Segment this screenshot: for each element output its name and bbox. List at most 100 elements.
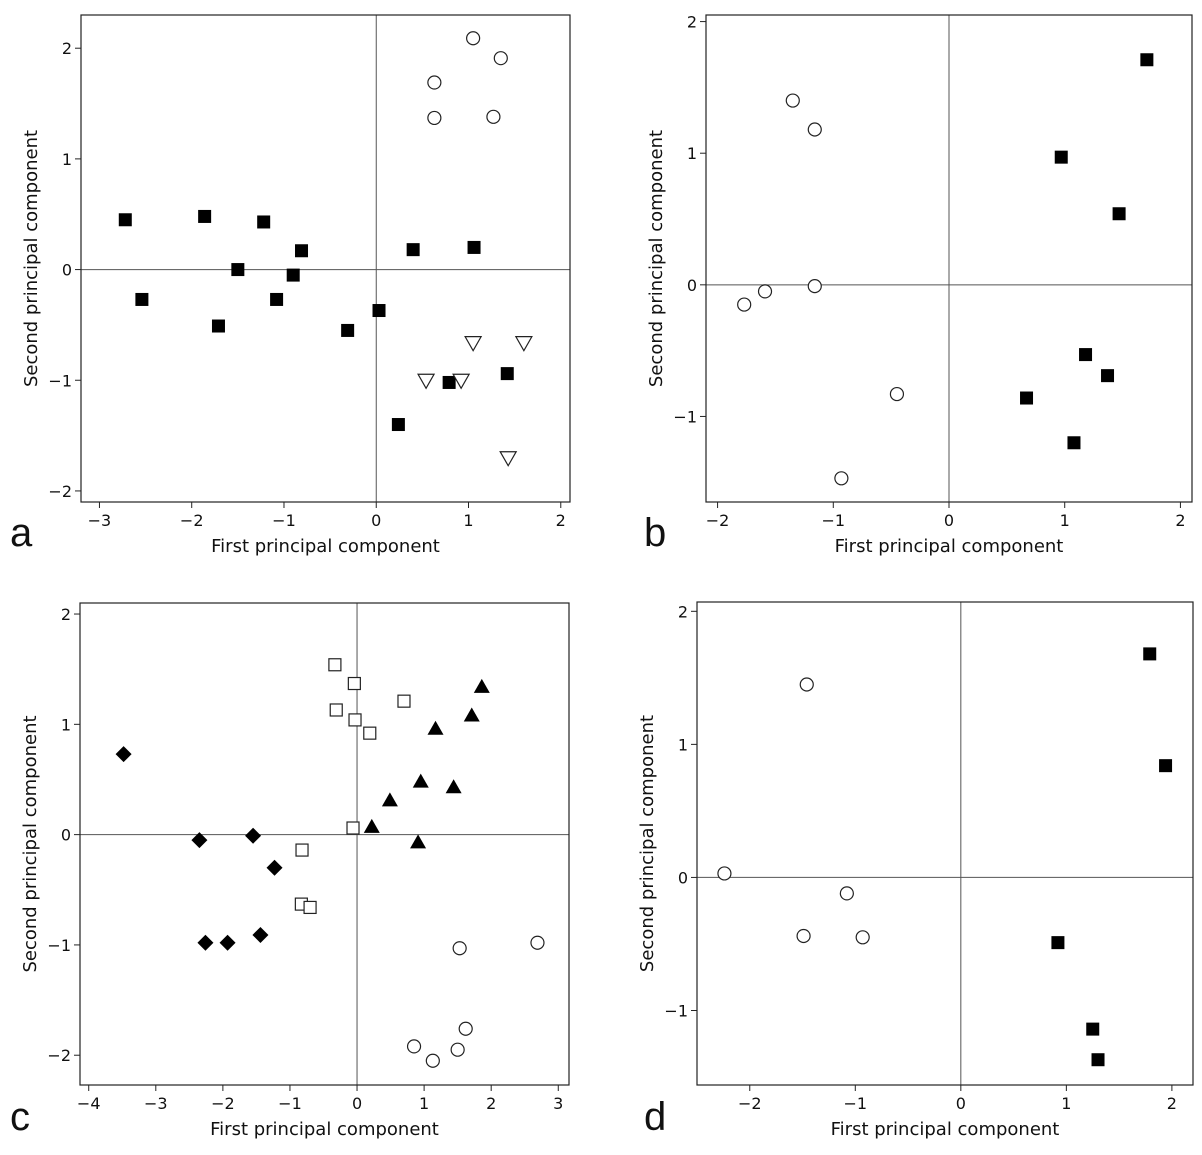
data-point-filled-square — [1067, 436, 1081, 450]
y-tick-label: 1 — [62, 150, 72, 169]
data-point-filled-diamond — [219, 934, 236, 951]
data-point-open-square — [347, 676, 361, 691]
series-group-1 — [737, 93, 905, 486]
data-point-open-triangle-down — [452, 373, 471, 390]
series-group-4 — [406, 935, 545, 1068]
data-point-filled-square — [1091, 1053, 1105, 1067]
y-axis-title: Second principal component — [21, 130, 42, 387]
plot-frame — [80, 14, 571, 503]
panel-a: −3 −2 −1 0 1 2 −2 −1 0 1 2 First principal componen… — [10, 14, 571, 557]
x-tick-label: −2 — [211, 1094, 235, 1113]
data-point-open-square — [295, 843, 309, 857]
data-point-filled-triangle-up — [412, 773, 429, 788]
x-axis-title: First principal component — [211, 536, 440, 557]
x-tick-label: −3 — [88, 511, 112, 530]
plot-frame — [696, 601, 1194, 1086]
data-point-open-circle — [530, 935, 545, 950]
data-point-open-square — [328, 658, 342, 672]
x-tick-label: 1 — [463, 511, 473, 530]
data-point-open-circle — [466, 31, 481, 46]
y-axis-title: Second principal component — [637, 715, 658, 972]
x-axis-title: First principal component — [835, 536, 1064, 557]
data-point-filled-square — [231, 263, 245, 277]
data-point-open-circle — [855, 930, 870, 945]
data-point-open-triangle-down — [514, 336, 533, 352]
data-point-filled-square — [1159, 759, 1173, 773]
data-point-open-triangle-down — [417, 373, 436, 390]
data-point-open-square — [346, 821, 360, 835]
panel-c: −4 −3 −2 −1 0 1 2 3 −2 −1 0 1 2 First principal compo… — [10, 602, 570, 1140]
x-tick-label: 0 — [371, 511, 381, 530]
panel-letter: b — [644, 511, 666, 555]
y-axis-title: Second principal component — [646, 130, 667, 387]
data-point-open-square — [397, 694, 411, 708]
x-tick-label: 2 — [556, 511, 566, 530]
data-point-open-triangle-down — [499, 451, 518, 467]
y-tick-label: −1 — [47, 936, 71, 955]
data-point-filled-square — [211, 319, 225, 333]
y-tick-label: 0 — [62, 261, 72, 280]
data-point-open-circle — [458, 1021, 473, 1036]
data-point-open-circle — [427, 75, 442, 90]
y-tick-label: −1 — [664, 1001, 688, 1020]
data-point-filled-square — [1079, 348, 1093, 362]
data-point-filled-square — [1086, 1022, 1100, 1036]
x-tick-label: 2 — [1175, 511, 1185, 530]
x-axis-title: First principal component — [210, 1119, 439, 1140]
data-point-open-circle — [452, 941, 467, 956]
series-group-2 — [1020, 53, 1154, 450]
x-tick-label: −1 — [278, 1094, 302, 1113]
data-point-filled-square — [341, 323, 355, 337]
data-point-filled-diamond — [252, 926, 269, 943]
y-tick-label: 2 — [62, 39, 72, 58]
panel-d: −2 −1 0 1 2 −1 0 1 2 First principal component Sec… — [637, 601, 1194, 1140]
data-point-filled-square — [1101, 369, 1115, 383]
y-tick-label: 1 — [61, 715, 71, 734]
y-axis-title: Second principal component — [20, 715, 41, 972]
x-tick-label: −3 — [144, 1094, 168, 1113]
data-point-open-circle — [834, 471, 849, 486]
series-group-2 — [427, 31, 508, 126]
data-point-open-circle — [757, 284, 773, 299]
data-point-open-circle — [785, 93, 800, 108]
data-point-filled-diamond — [197, 934, 214, 951]
panel-letter: a — [10, 511, 33, 555]
data-point-filled-square — [442, 375, 456, 389]
x-tick-label: −4 — [77, 1094, 101, 1113]
y-tick-label: 0 — [678, 868, 688, 887]
series-group-1 — [115, 746, 283, 951]
data-point-filled-triangle-up — [381, 792, 398, 807]
data-point-open-circle — [737, 297, 752, 312]
data-point-open-triangle-down — [464, 336, 483, 352]
data-point-filled-square — [198, 209, 212, 223]
x-tick-label: −2 — [738, 1094, 762, 1113]
y-tick-label: −1 — [48, 371, 72, 390]
x-tick-label: −2 — [180, 511, 204, 530]
data-point-open-square — [348, 713, 362, 727]
x-tick-label: −2 — [706, 511, 730, 530]
data-point-open-circle — [425, 1053, 440, 1068]
data-point-filled-square — [257, 215, 271, 229]
data-point-filled-square — [286, 268, 300, 282]
y-tick-label: −2 — [48, 482, 72, 501]
data-point-filled-square — [391, 418, 405, 432]
y-tick-label: −2 — [47, 1046, 71, 1065]
data-point-filled-diamond — [191, 832, 208, 849]
panel-letter: d — [644, 1095, 666, 1139]
data-point-open-circle — [796, 928, 811, 944]
y-tick-label: 2 — [61, 605, 71, 624]
data-point-open-circle — [486, 109, 501, 124]
data-point-filled-square — [135, 292, 149, 306]
data-point-open-circle — [839, 886, 854, 901]
data-point-filled-triangle-up — [363, 818, 380, 833]
data-point-filled-triangle-up — [427, 720, 444, 735]
x-tick-label: 0 — [944, 511, 954, 530]
data-point-open-circle — [807, 122, 822, 137]
x-tick-label: −1 — [272, 511, 296, 530]
data-point-filled-triangle-up — [445, 779, 462, 794]
plot-frame — [79, 602, 570, 1086]
data-point-filled-square — [270, 292, 284, 306]
data-point-filled-diamond — [245, 827, 262, 844]
data-point-filled-diamond — [266, 859, 283, 876]
